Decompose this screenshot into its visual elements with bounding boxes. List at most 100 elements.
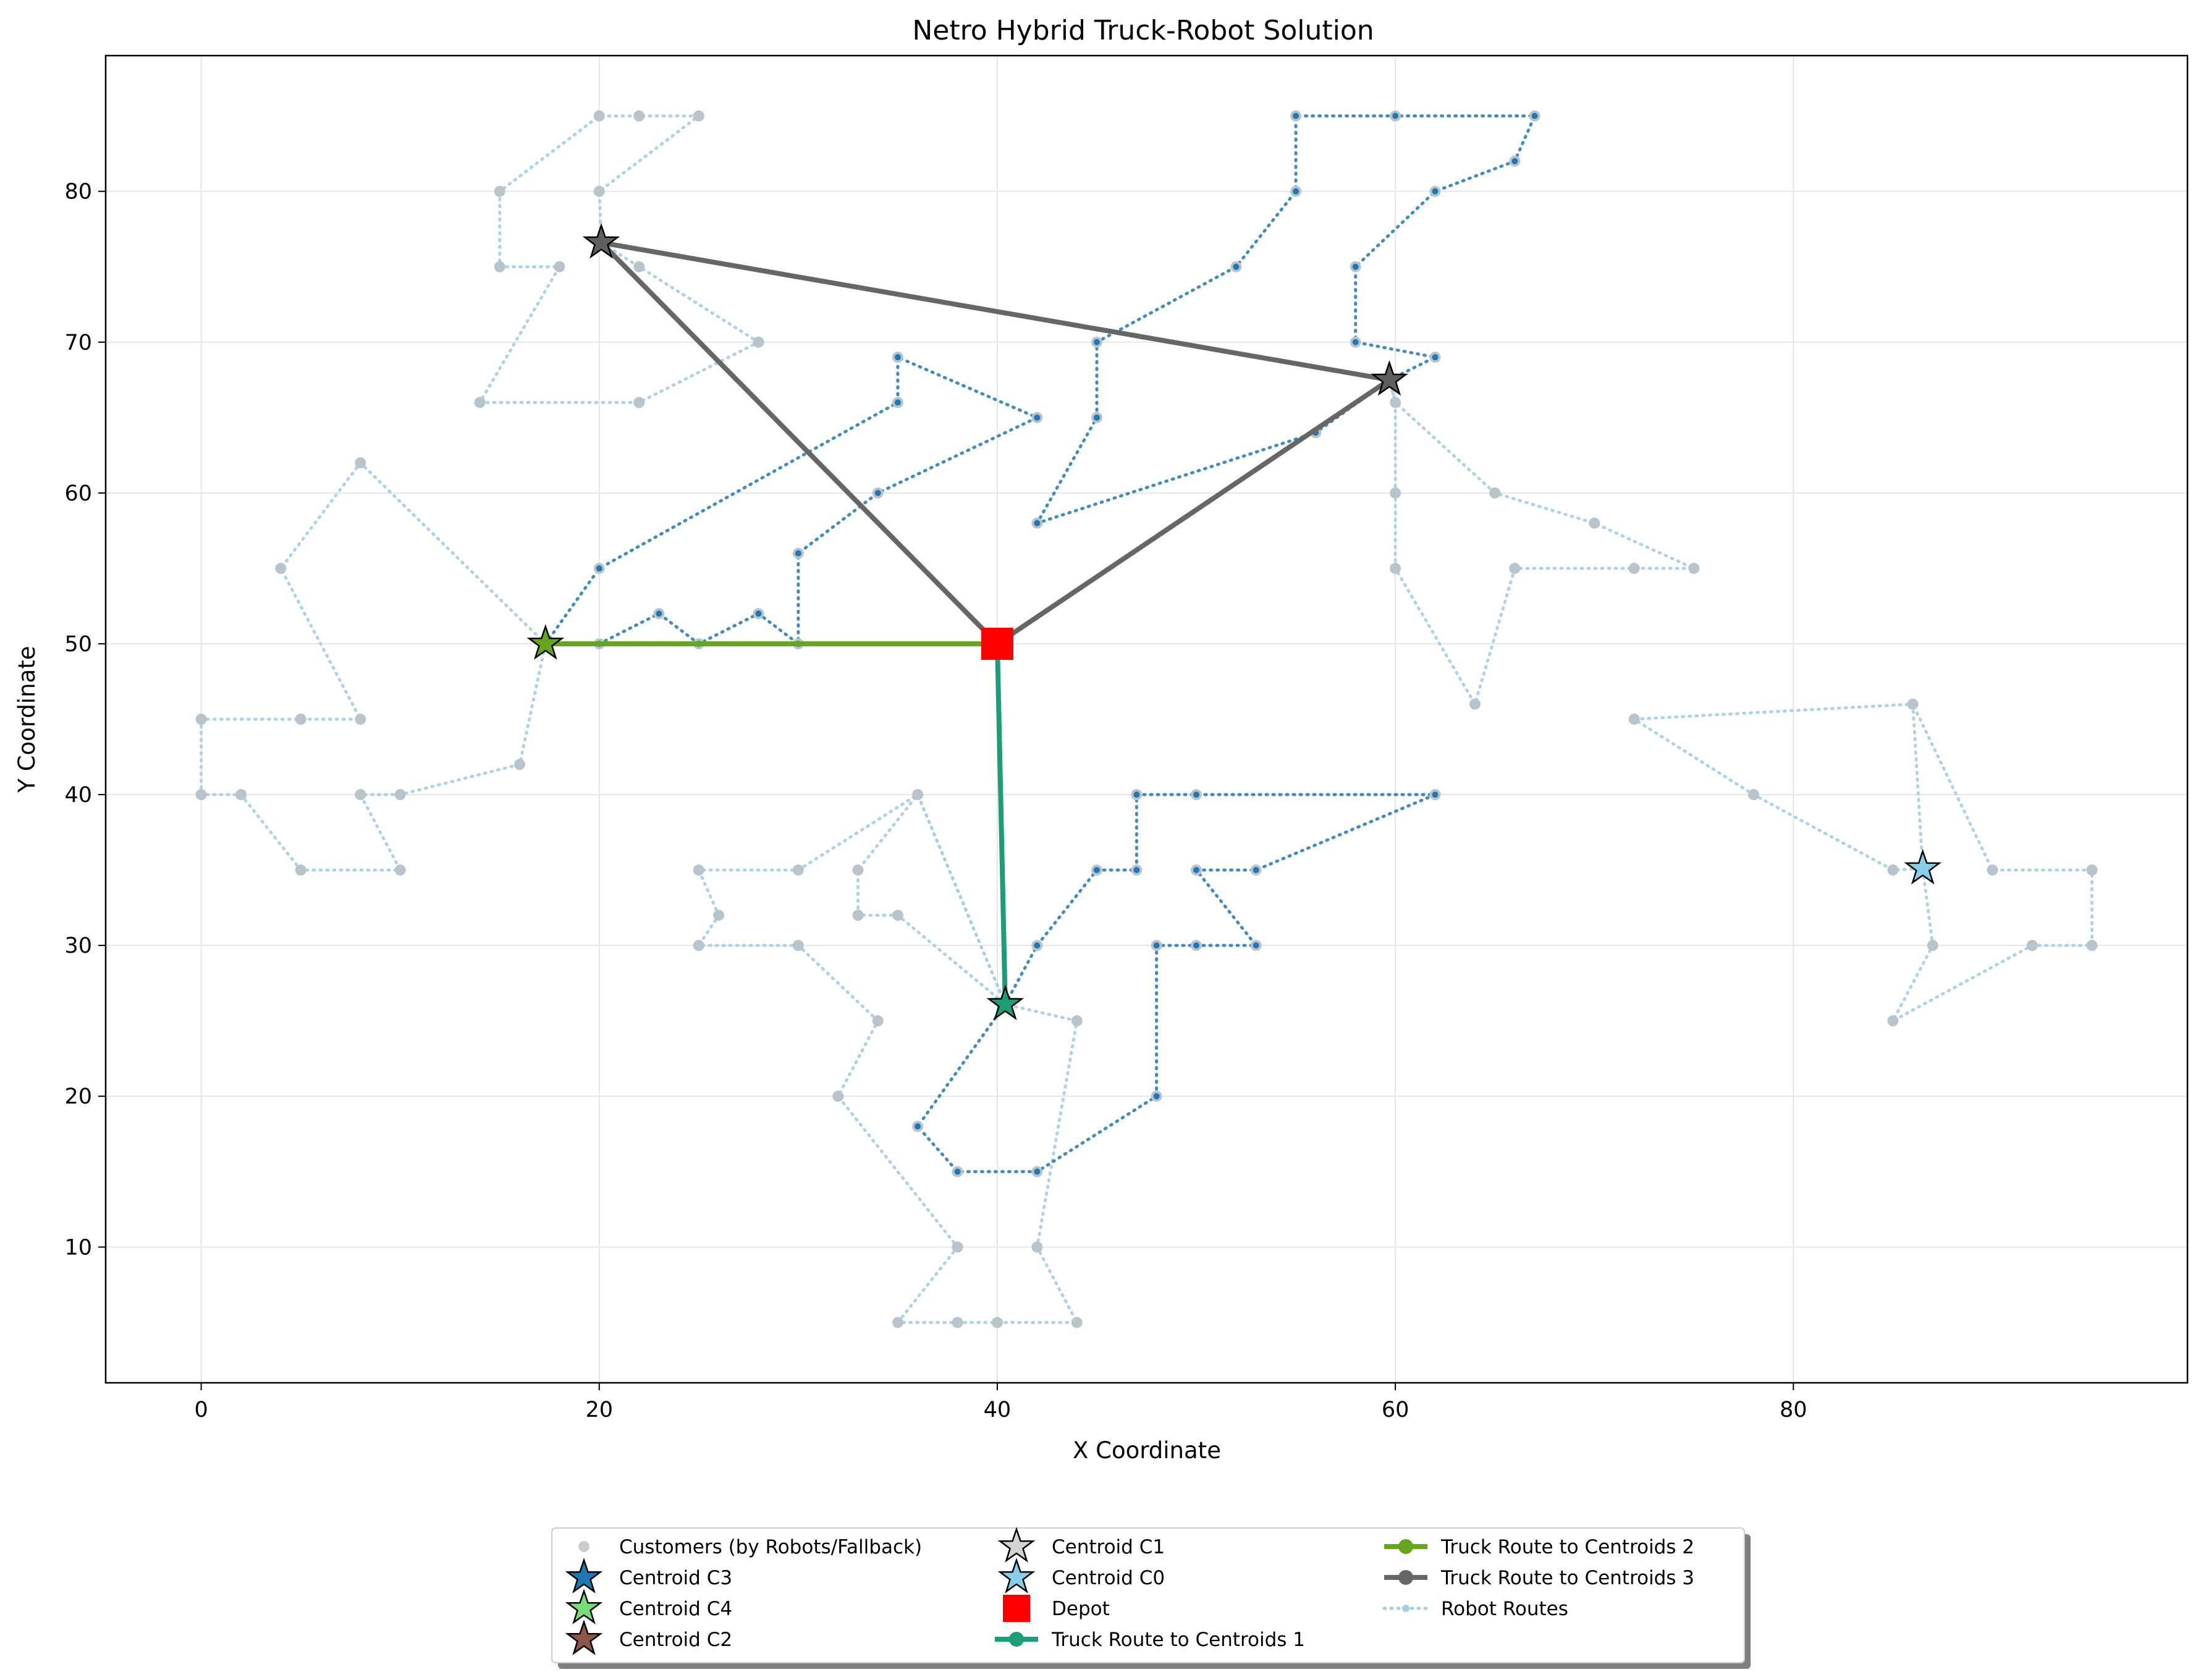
centroid-marker	[986, 984, 1025, 1021]
customer-point	[952, 1241, 963, 1253]
legend-label: Customers (by Robots/Fallback)	[619, 1536, 922, 1558]
y-tick-label: 40	[64, 783, 92, 808]
customer-point	[394, 864, 406, 876]
customer-point	[633, 397, 645, 408]
customer-point	[355, 789, 366, 801]
robot-stop	[1193, 867, 1200, 874]
y-tick-label: 60	[64, 481, 92, 506]
customer-point	[792, 940, 804, 952]
robot-stop	[1352, 339, 1359, 345]
robot-stop	[954, 1168, 961, 1175]
customer-point	[355, 457, 366, 469]
customer-point	[912, 789, 924, 801]
centroid-marker	[526, 624, 565, 660]
customer-point	[275, 562, 287, 574]
robot-stop	[1034, 414, 1041, 421]
robot-stop	[1511, 158, 1518, 164]
customer-point	[892, 1317, 903, 1328]
customer-point	[494, 261, 505, 272]
customer-point	[1927, 940, 1938, 952]
centroid-marker	[1371, 360, 1408, 396]
legend-label: Truck Route to Centroids 3	[1440, 1567, 1694, 1589]
customer-point	[693, 940, 704, 952]
truck-route-line	[598, 240, 1392, 646]
customer-point	[295, 714, 306, 725]
robot-stop	[1253, 867, 1259, 874]
robot-stop	[656, 610, 662, 617]
customer-point	[1509, 562, 1521, 574]
robot-stop	[1193, 791, 1200, 798]
robot-stop	[1093, 339, 1100, 345]
customer-point	[593, 185, 605, 197]
customer-point	[1031, 1241, 1043, 1253]
robot-stop	[1432, 188, 1439, 195]
robot-stop	[1432, 791, 1439, 798]
robot-stop	[1133, 867, 1140, 874]
customer-point	[1489, 487, 1501, 499]
x-tick-label: 0	[194, 1398, 208, 1422]
legend-label: Truck Route to Centroids 2	[1440, 1536, 1694, 1558]
robot-stop	[1093, 414, 1100, 421]
customer-point	[633, 110, 645, 122]
customer-point	[991, 1317, 1003, 1328]
robot-stop	[1093, 867, 1100, 874]
customer-point	[872, 1015, 884, 1027]
customer-point	[633, 261, 645, 272]
chart-title: Netro Hybrid Truck-Robot Solution	[912, 15, 1374, 46]
customer-point	[852, 864, 864, 876]
customer-point	[554, 261, 565, 272]
axis-ticks: 0 20 40 60 80 10 20 30 40 50 60 70 80	[64, 180, 1807, 1422]
customer-point	[1887, 1015, 1899, 1027]
legend-marker	[565, 1558, 603, 1593]
robot-route-line	[1387, 378, 1695, 708]
customer-point	[713, 910, 725, 921]
customer-point	[832, 1091, 844, 1102]
customer-point	[1628, 562, 1640, 574]
customer-point	[235, 789, 247, 801]
customer-point	[1688, 562, 1700, 574]
legend-marker	[565, 1589, 603, 1624]
legend-label: Centroid C0	[1052, 1567, 1165, 1589]
legend-marker-dot	[1009, 1632, 1024, 1647]
robot-stop	[1034, 942, 1041, 949]
legend-marker	[997, 1558, 1036, 1593]
legend-label: Centroid C1	[1052, 1536, 1165, 1558]
legend-marker	[997, 1527, 1036, 1563]
markers	[526, 222, 1942, 1021]
legend-marker	[565, 1619, 603, 1655]
y-tick-label: 30	[64, 934, 92, 958]
customer-point	[195, 714, 207, 725]
plot-frame	[104, 54, 2189, 1384]
robot-stop	[1133, 791, 1140, 798]
customer-point	[494, 185, 505, 197]
legend-marker-dot	[1398, 1570, 1413, 1585]
robot-stop	[596, 565, 602, 572]
customer-point	[1747, 789, 1759, 801]
robot-route-line	[696, 792, 1080, 1324]
legend-label: Centroid C2	[619, 1629, 732, 1651]
customer-point	[1589, 517, 1600, 529]
depot-marker	[981, 627, 1013, 660]
customer-point	[1987, 864, 1998, 876]
legend-label: Robot Routes	[1441, 1598, 1568, 1620]
customer-point	[753, 336, 764, 348]
customer-point	[693, 864, 704, 876]
x-tick-label: 80	[1780, 1398, 1807, 1422]
customer-point	[355, 714, 366, 725]
legend-label: Centroid C3	[619, 1567, 732, 1589]
legend-marker	[1003, 1595, 1030, 1622]
y-tick-label: 70	[64, 331, 92, 355]
robot-stop	[894, 399, 901, 406]
robot-stop	[1153, 942, 1160, 949]
legend-box	[551, 1527, 1745, 1663]
robot-stop	[1293, 188, 1300, 195]
customer-point	[474, 397, 486, 408]
customer-point	[1469, 698, 1481, 710]
y-tick-label: 80	[64, 180, 92, 205]
customer-point	[394, 789, 406, 801]
robot-route-line	[200, 460, 547, 872]
customer-point	[952, 1317, 963, 1328]
robot-stop	[894, 354, 901, 361]
robot-stop	[1432, 354, 1439, 361]
